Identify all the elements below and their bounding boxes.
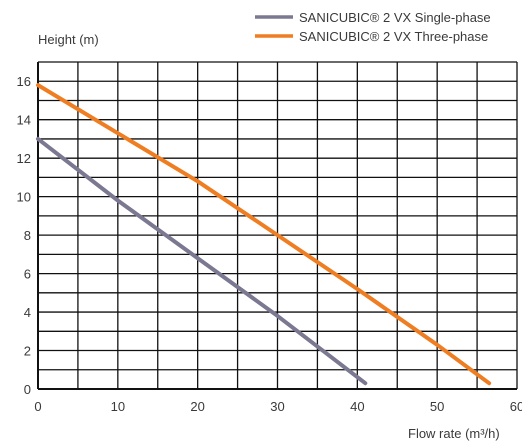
legend-label-three-phase: SANICUBIC® 2 VX Three-phase [299,29,488,44]
series-group [36,83,492,386]
y-tick-label: 0 [24,382,31,397]
y-tick-label: 16 [17,74,31,89]
y-tick-label: 14 [17,113,31,128]
x-tick-label: 20 [190,399,204,414]
y-tick-label: 2 [24,344,31,359]
plot-frame [37,62,517,390]
x-tick-label: 50 [430,399,444,414]
x-tick-label: 40 [350,399,364,414]
x-tick-label: 0 [34,399,41,414]
y-tick-label: 12 [17,151,31,166]
x-tick-label: 10 [111,399,125,414]
y-axis-label: Height (m) [38,32,99,47]
y-tick-labels: 0 2 4 6 8 10 12 14 16 [17,74,31,397]
x-tick-label: 60 [510,399,522,414]
x-axis-label: Flow rate (m³/h) [408,426,500,441]
y-tick-label: 10 [17,190,31,205]
y-tick-label: 4 [24,305,31,320]
grid [37,61,518,390]
legend-label-single-phase: SANICUBIC® 2 VX Single-phase [299,10,491,25]
x-tick-labels: 0 10 20 30 40 50 60 [34,399,522,414]
y-tick-label: 8 [24,228,31,243]
legend: SANICUBIC® 2 VX Single-phase SANICUBIC® … [255,10,491,44]
x-tick-label: 30 [270,399,284,414]
series-line-three-phase [36,83,492,386]
series-line-single-phase [36,136,368,386]
y-tick-label: 6 [24,267,31,282]
